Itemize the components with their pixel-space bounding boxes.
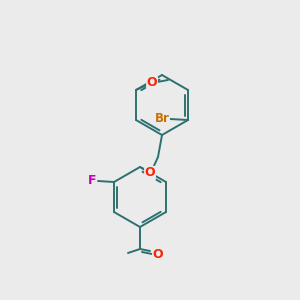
Text: O: O [145, 167, 155, 179]
Text: F: F [88, 175, 96, 188]
Text: Br: Br [154, 112, 169, 124]
Text: O: O [153, 248, 163, 260]
Text: O: O [147, 76, 157, 88]
